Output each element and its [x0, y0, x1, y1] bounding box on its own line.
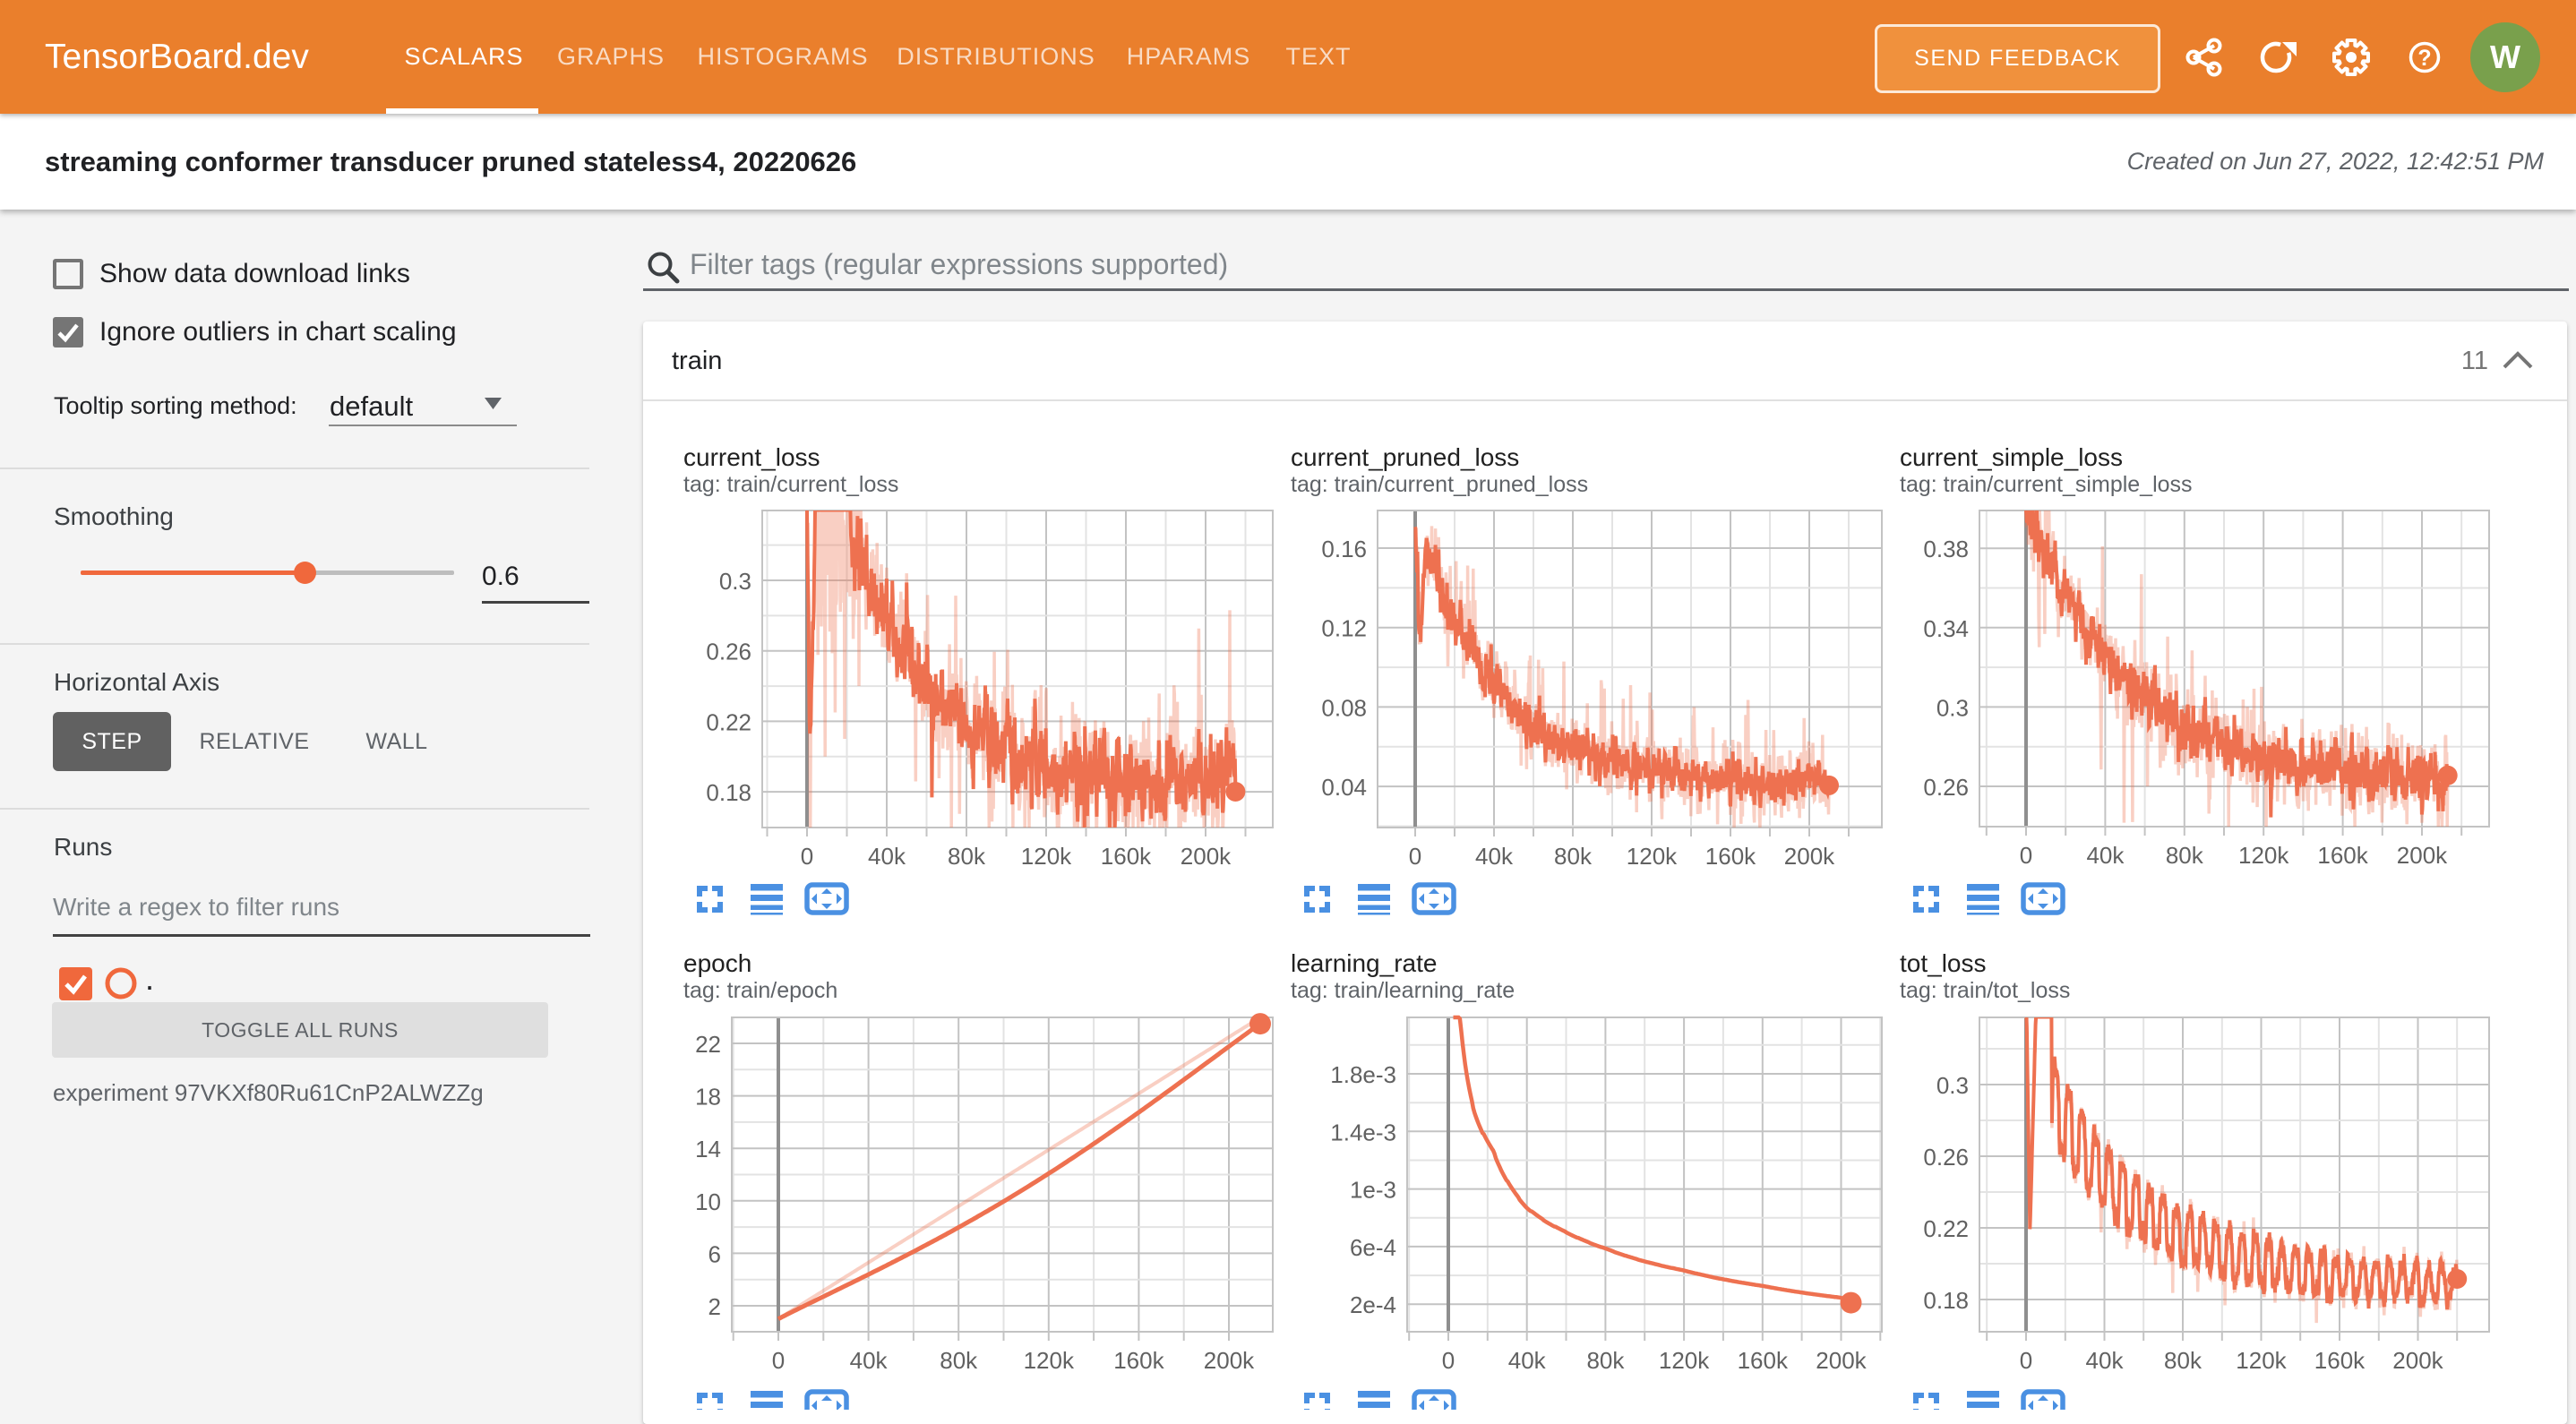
svg-text:14: 14	[695, 1136, 721, 1162]
svg-text:0.26: 0.26	[706, 639, 751, 665]
svg-text:22: 22	[695, 1031, 721, 1058]
svg-text:1.8e-3: 1.8e-3	[1330, 1061, 1396, 1088]
svg-text:120k: 120k	[1024, 1347, 1075, 1374]
svg-text:200k: 200k	[2397, 842, 2448, 869]
svg-text:tag: train/current_loss: tag: train/current_loss	[683, 472, 898, 497]
svg-text:0.22: 0.22	[1923, 1215, 1969, 1242]
svg-text:80k: 80k	[1586, 1347, 1625, 1374]
svg-text:?: ?	[2417, 46, 2431, 71]
svg-text:40k: 40k	[2086, 1347, 2125, 1374]
svg-text:2: 2	[708, 1293, 721, 1320]
svg-text:200k: 200k	[1204, 1347, 1255, 1374]
svg-text:tag: train/current_pruned_loss: tag: train/current_pruned_loss	[1291, 472, 1588, 497]
svg-text:current_loss: current_loss	[683, 443, 820, 471]
svg-text:18: 18	[695, 1084, 721, 1111]
svg-text:40k: 40k	[868, 843, 906, 870]
svg-text:2e-4: 2e-4	[1350, 1291, 1396, 1318]
svg-text:0: 0	[1409, 843, 1421, 870]
svg-text:epoch: epoch	[683, 949, 751, 977]
svg-text:tag: train/learning_rate: tag: train/learning_rate	[1291, 978, 1515, 1003]
svg-text:6e-4: 6e-4	[1350, 1234, 1396, 1261]
svg-text:1.4e-3: 1.4e-3	[1330, 1119, 1396, 1145]
svg-text:0.04: 0.04	[1321, 774, 1367, 801]
svg-text:200k: 200k	[1181, 843, 1232, 870]
svg-text:80k: 80k	[2164, 1347, 2202, 1374]
svg-text:0: 0	[1442, 1347, 1455, 1374]
svg-text:0.08: 0.08	[1321, 694, 1367, 721]
svg-text:160k: 160k	[1738, 1347, 1789, 1374]
svg-text:40k: 40k	[850, 1347, 889, 1374]
svg-text:160k: 160k	[1113, 1347, 1164, 1374]
svg-text:120k: 120k	[2238, 842, 2289, 869]
svg-text:160k: 160k	[2317, 842, 2368, 869]
svg-text:0.16: 0.16	[1321, 536, 1367, 562]
svg-text:0.34: 0.34	[1923, 615, 1969, 642]
svg-text:0: 0	[2020, 842, 2032, 869]
svg-text:tag: train/epoch: tag: train/epoch	[683, 978, 837, 1003]
svg-text:0: 0	[801, 843, 813, 870]
svg-text:0: 0	[772, 1347, 785, 1374]
svg-text:80k: 80k	[2166, 842, 2204, 869]
svg-text:0.22: 0.22	[706, 708, 751, 735]
svg-text:120k: 120k	[1627, 843, 1678, 870]
svg-text:0.18: 0.18	[1923, 1287, 1969, 1314]
svg-text:0.18: 0.18	[706, 779, 751, 806]
svg-text:current_pruned_loss: current_pruned_loss	[1291, 443, 1519, 471]
svg-text:120k: 120k	[1659, 1347, 1710, 1374]
svg-text:40k: 40k	[1475, 843, 1514, 870]
svg-text:120k: 120k	[1021, 843, 1072, 870]
svg-text:0.26: 0.26	[1923, 774, 1969, 801]
svg-text:0.3: 0.3	[1936, 1072, 1969, 1099]
svg-text:0.26: 0.26	[1923, 1144, 1969, 1171]
svg-text:tot_loss: tot_loss	[1900, 949, 1987, 977]
svg-text:0.12: 0.12	[1321, 615, 1367, 642]
svg-text:160k: 160k	[2314, 1347, 2366, 1374]
svg-text:80k: 80k	[1554, 843, 1593, 870]
svg-text:0: 0	[2020, 1347, 2032, 1374]
svg-text:160k: 160k	[1705, 843, 1756, 870]
svg-text:200k: 200k	[1816, 1347, 1867, 1374]
svg-text:200k: 200k	[1784, 843, 1835, 870]
svg-text:current_simple_loss: current_simple_loss	[1900, 443, 2123, 471]
svg-text:40k: 40k	[1508, 1347, 1547, 1374]
svg-text:0.38: 0.38	[1923, 536, 1969, 562]
svg-text:10: 10	[695, 1188, 721, 1215]
svg-text:tag: train/current_simple_loss: tag: train/current_simple_loss	[1900, 472, 2193, 497]
svg-text:80k: 80k	[948, 843, 986, 870]
svg-text:0.3: 0.3	[1936, 694, 1969, 721]
svg-text:tag: train/tot_loss: tag: train/tot_loss	[1900, 978, 2070, 1003]
svg-text:40k: 40k	[2086, 842, 2125, 869]
svg-text:160k: 160k	[1101, 843, 1152, 870]
svg-text:0.3: 0.3	[719, 568, 751, 595]
svg-text:1e-3: 1e-3	[1350, 1177, 1396, 1204]
svg-text:6: 6	[708, 1240, 721, 1267]
svg-text:200k: 200k	[2392, 1347, 2443, 1374]
svg-text:80k: 80k	[940, 1347, 978, 1374]
svg-text:120k: 120k	[2236, 1347, 2287, 1374]
svg-text:learning_rate: learning_rate	[1291, 949, 1437, 977]
